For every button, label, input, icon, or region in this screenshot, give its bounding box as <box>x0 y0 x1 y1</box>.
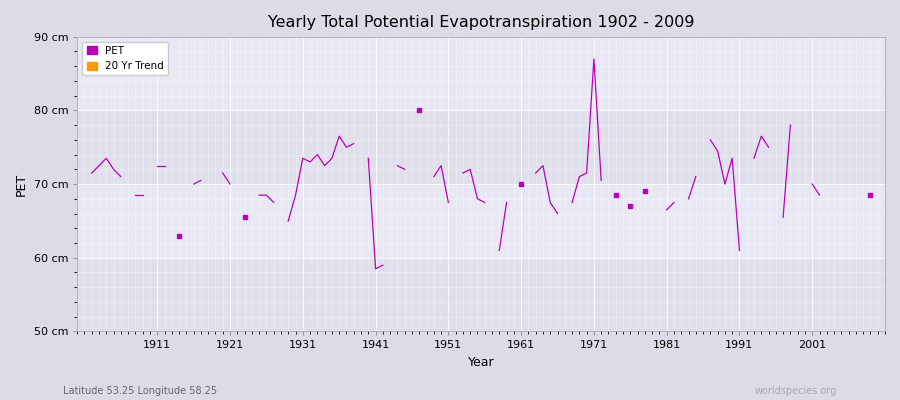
Bar <box>77 184 885 258</box>
Legend: PET, 20 Yr Trend: PET, 20 Yr Trend <box>83 42 168 76</box>
Text: worldspecies.org: worldspecies.org <box>755 386 837 396</box>
Text: Latitude 53.25 Longitude 58.25: Latitude 53.25 Longitude 58.25 <box>63 386 217 396</box>
Y-axis label: PET: PET <box>15 172 28 196</box>
Title: Yearly Total Potential Evapotranspiration 1902 - 2009: Yearly Total Potential Evapotranspiratio… <box>268 15 695 30</box>
Bar <box>77 37 885 110</box>
X-axis label: Year: Year <box>468 356 494 369</box>
Bar <box>77 258 885 332</box>
Bar <box>77 110 885 184</box>
